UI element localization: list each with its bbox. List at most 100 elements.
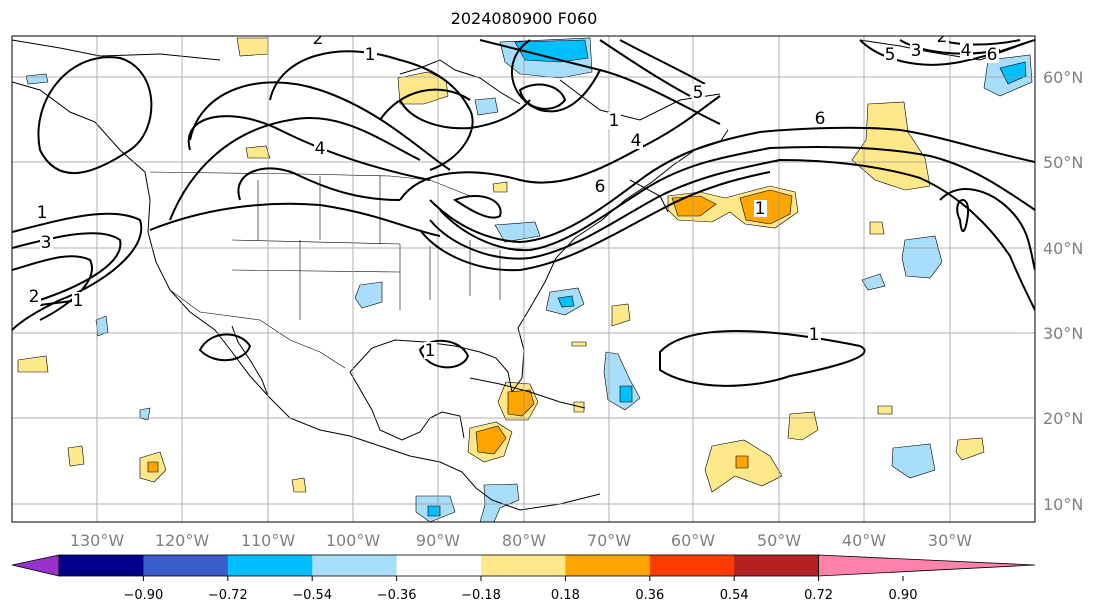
svg-text:6: 6 <box>987 45 998 65</box>
fill-light-blue <box>25 73 49 85</box>
contour-label: 1 <box>754 199 767 219</box>
fill-blue <box>427 505 441 517</box>
fill-blue <box>999 61 1027 85</box>
lat-label: 30°N <box>1043 324 1083 343</box>
fill-yellow <box>877 405 893 415</box>
contour-label: 1 <box>424 341 437 361</box>
svg-text:4: 4 <box>631 131 642 151</box>
svg-text:2: 2 <box>29 287 40 307</box>
fill-yellow <box>492 181 508 193</box>
fill-orange <box>475 425 507 455</box>
fill-blue <box>557 295 575 308</box>
fill-yellow <box>236 37 269 57</box>
fill-yellow <box>851 101 931 191</box>
anomaly-fills <box>17 37 1033 522</box>
fill-yellow <box>787 411 819 441</box>
colorbar-tick-label: 0.54 <box>720 588 749 603</box>
lat-label: 20°N <box>1043 409 1083 428</box>
map-frame <box>11 35 1036 523</box>
colorbar-segment <box>734 555 820 576</box>
fill-orange <box>507 389 535 417</box>
contour-lines <box>12 39 1035 387</box>
lon-label: 40°W <box>842 531 886 550</box>
fill-yellow <box>571 341 587 347</box>
svg-text:6: 6 <box>595 177 606 197</box>
lat-label: 10°N <box>1043 495 1083 514</box>
lon-label: 110°W <box>241 531 296 550</box>
graticule <box>12 36 1035 522</box>
colorbar-segment <box>143 555 229 576</box>
svg-text:1: 1 <box>755 199 766 219</box>
contour-label: 6 <box>594 177 607 197</box>
contour-label: 2 <box>936 36 949 47</box>
colorbar-segment <box>312 555 398 576</box>
colorbar-tick-label: 0.90 <box>889 588 918 603</box>
svg-text:1: 1 <box>365 45 376 65</box>
lat-label: 60°N <box>1043 68 1083 87</box>
colorbar-segment <box>565 555 651 576</box>
fill-orange <box>671 195 717 217</box>
contour-label: 5 <box>692 83 705 103</box>
svg-text:1: 1 <box>37 203 48 223</box>
contour-label: 6 <box>986 45 999 65</box>
contour-label: 4 <box>960 41 973 61</box>
lat-label: 50°N <box>1043 153 1083 172</box>
lon-label: 70°W <box>587 531 631 550</box>
fill-orange <box>147 461 159 473</box>
colorbar-segment <box>11 554 60 577</box>
lon-label: 120°W <box>155 531 210 550</box>
colorbar-tick-label: 0.36 <box>635 588 664 603</box>
contour-label: 3 <box>40 233 53 253</box>
fill-blue <box>514 39 589 63</box>
svg-text:4: 4 <box>315 139 326 159</box>
fill-yellow <box>397 71 449 105</box>
lon-label: 50°W <box>757 531 801 550</box>
svg-text:1: 1 <box>809 325 820 345</box>
svg-text:6: 6 <box>815 109 826 129</box>
fill-light-blue <box>861 273 886 291</box>
fill-yellow <box>291 477 307 493</box>
svg-text:4: 4 <box>961 41 972 61</box>
fill-yellow <box>611 303 631 327</box>
fill-light-blue <box>354 281 383 309</box>
svg-text:5: 5 <box>693 83 704 103</box>
lon-label: 60°W <box>671 531 715 550</box>
contour-label: 2 <box>28 287 41 307</box>
contour-label: 1 <box>364 45 377 65</box>
colorbar-tick-labels: −0.90 −0.72 −0.54 −0.36 −0.18 0.18 0.36 0.54 0.7… <box>123 576 917 603</box>
fill-light-blue <box>891 443 936 479</box>
fill-yellow <box>869 221 885 235</box>
lon-label: 90°W <box>416 531 460 550</box>
lon-label: 100°W <box>326 531 381 550</box>
colorbar-tick-label: 0.72 <box>804 588 833 603</box>
fill-yellow <box>17 355 49 373</box>
colorbar-tick-label: −0.36 <box>377 588 417 603</box>
contour-label: 1 <box>808 325 821 345</box>
lat-label: 40°N <box>1043 239 1083 258</box>
lon-label: 80°W <box>502 531 546 550</box>
fill-light-blue <box>901 235 943 279</box>
svg-text:1: 1 <box>609 111 620 131</box>
svg-text:3: 3 <box>41 233 52 253</box>
contour-label: 1 <box>36 203 49 223</box>
colorbar-tick-label: −0.54 <box>292 588 332 603</box>
colorbar-segment <box>59 555 144 576</box>
colorbar-tick-label: −0.72 <box>208 588 248 603</box>
fill-light-blue <box>474 97 499 116</box>
contour-label: 3 <box>910 41 923 61</box>
fill-yellow <box>245 145 271 159</box>
svg-text:1: 1 <box>73 291 84 311</box>
fill-orange <box>735 455 749 469</box>
map-title: 2024080900 F060 <box>450 9 598 28</box>
contour-label: 4 <box>630 131 643 151</box>
fill-light-blue <box>139 407 151 421</box>
contour-label: 1 <box>72 291 85 311</box>
lon-label: 30°W <box>928 531 972 550</box>
contour-label: 4 <box>314 139 327 159</box>
colorbar-segment <box>396 555 482 576</box>
contour-label: 2 <box>312 36 325 49</box>
contour-label: 5 <box>884 45 897 65</box>
contour-label: 1 <box>608 111 621 131</box>
colorbar-tick-label: −0.18 <box>461 588 501 603</box>
